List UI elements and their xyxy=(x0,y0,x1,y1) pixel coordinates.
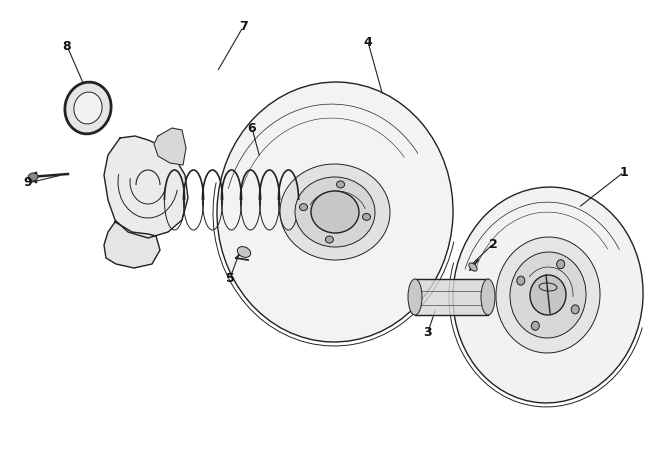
Text: 7: 7 xyxy=(239,21,248,34)
Ellipse shape xyxy=(337,181,344,188)
Ellipse shape xyxy=(326,236,333,243)
Text: 8: 8 xyxy=(62,40,72,53)
Polygon shape xyxy=(104,136,188,238)
Ellipse shape xyxy=(311,191,359,233)
Text: 6: 6 xyxy=(248,122,256,135)
Ellipse shape xyxy=(217,82,453,342)
Ellipse shape xyxy=(496,237,600,353)
Ellipse shape xyxy=(408,279,422,315)
Ellipse shape xyxy=(280,164,390,260)
Ellipse shape xyxy=(300,204,307,211)
Text: 9: 9 xyxy=(23,176,32,189)
Polygon shape xyxy=(154,128,186,165)
Ellipse shape xyxy=(517,276,525,285)
Ellipse shape xyxy=(530,275,566,315)
Text: 2: 2 xyxy=(489,238,497,251)
Text: 4: 4 xyxy=(363,35,372,48)
Ellipse shape xyxy=(510,252,586,338)
Ellipse shape xyxy=(65,82,111,134)
Ellipse shape xyxy=(74,92,102,124)
Ellipse shape xyxy=(469,263,477,271)
Text: 3: 3 xyxy=(424,326,432,339)
Ellipse shape xyxy=(453,187,643,403)
Ellipse shape xyxy=(295,177,375,247)
Text: 5: 5 xyxy=(226,272,235,285)
Polygon shape xyxy=(104,222,160,268)
Ellipse shape xyxy=(363,213,370,220)
Ellipse shape xyxy=(237,247,251,257)
Ellipse shape xyxy=(531,321,540,330)
Ellipse shape xyxy=(556,260,565,269)
Ellipse shape xyxy=(481,279,495,315)
Ellipse shape xyxy=(28,173,38,181)
Text: 1: 1 xyxy=(619,166,629,179)
Ellipse shape xyxy=(571,305,579,314)
